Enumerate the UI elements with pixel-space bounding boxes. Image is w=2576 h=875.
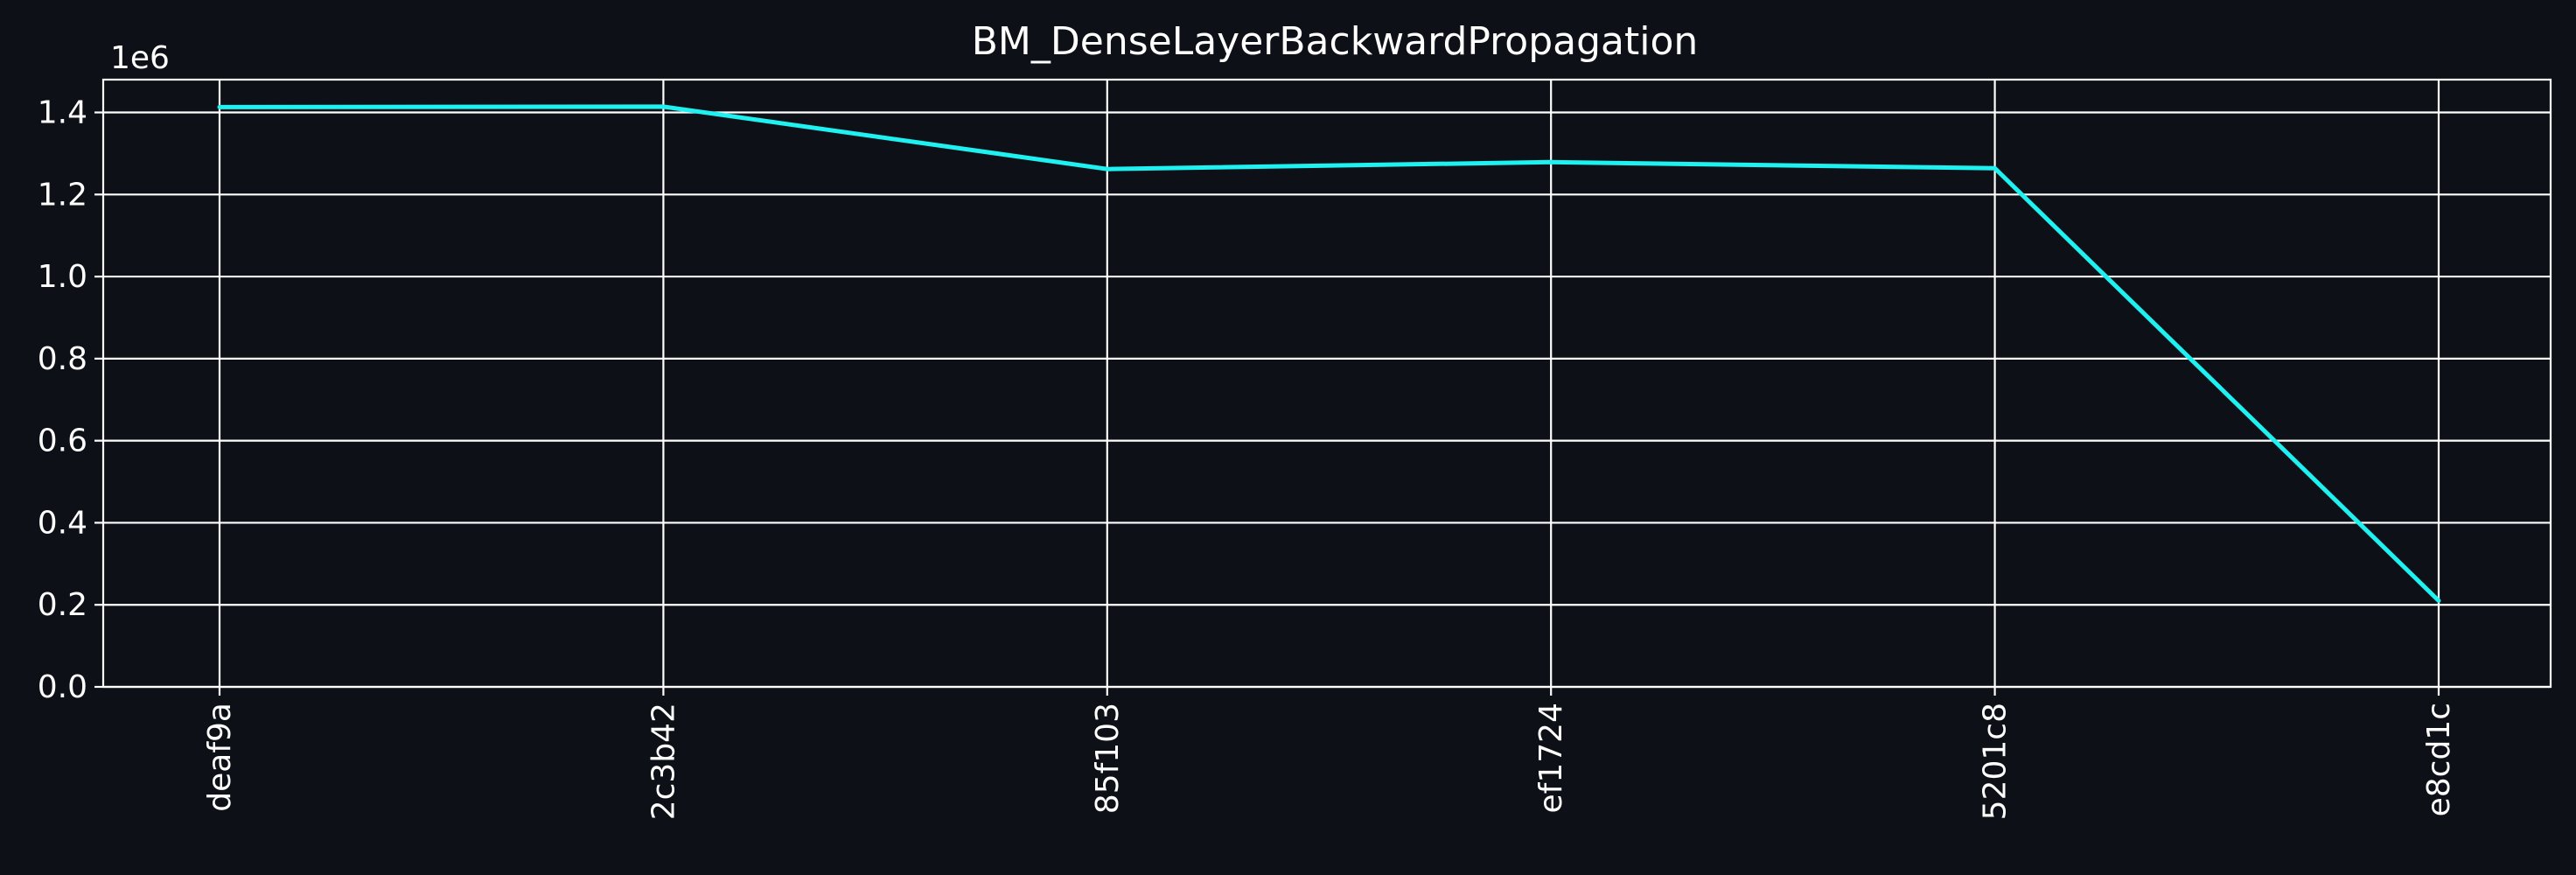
x-tick-label: ef1724 xyxy=(1533,703,1569,813)
y-tick-label: 0.0 xyxy=(38,669,87,705)
y-axis-offset-label: 1e6 xyxy=(110,40,170,76)
x-tick-label: 85f103 xyxy=(1090,703,1126,814)
y-tick-label: 1.0 xyxy=(38,259,87,295)
y-tick-label: 0.8 xyxy=(38,341,87,377)
x-tick-label: 5201c8 xyxy=(1978,703,2014,820)
y-tick-label: 1.4 xyxy=(38,95,87,131)
y-tick-label: 0.6 xyxy=(38,424,87,459)
y-tick-label: 0.2 xyxy=(38,587,87,623)
y-tick-label: 1.2 xyxy=(38,177,87,213)
plot-frame xyxy=(101,78,2552,689)
series-line xyxy=(217,104,2441,603)
x-tick-label: deaf9a xyxy=(202,703,238,812)
axes: 0.0 0.2 0.4 0.6 0.8 1.0 1.2 1.4 deaf9a 2c3b42 85f1… xyxy=(38,95,2457,821)
x-tick-label: e8cd1c xyxy=(2421,703,2457,816)
y-tick-label: 0.4 xyxy=(38,505,87,541)
series-layer xyxy=(217,104,2441,603)
x-tick-label: 2c3b42 xyxy=(646,703,681,820)
chart-title: BM_DenseLayerBackwardPropagation xyxy=(972,19,1699,64)
grid xyxy=(103,80,2551,689)
